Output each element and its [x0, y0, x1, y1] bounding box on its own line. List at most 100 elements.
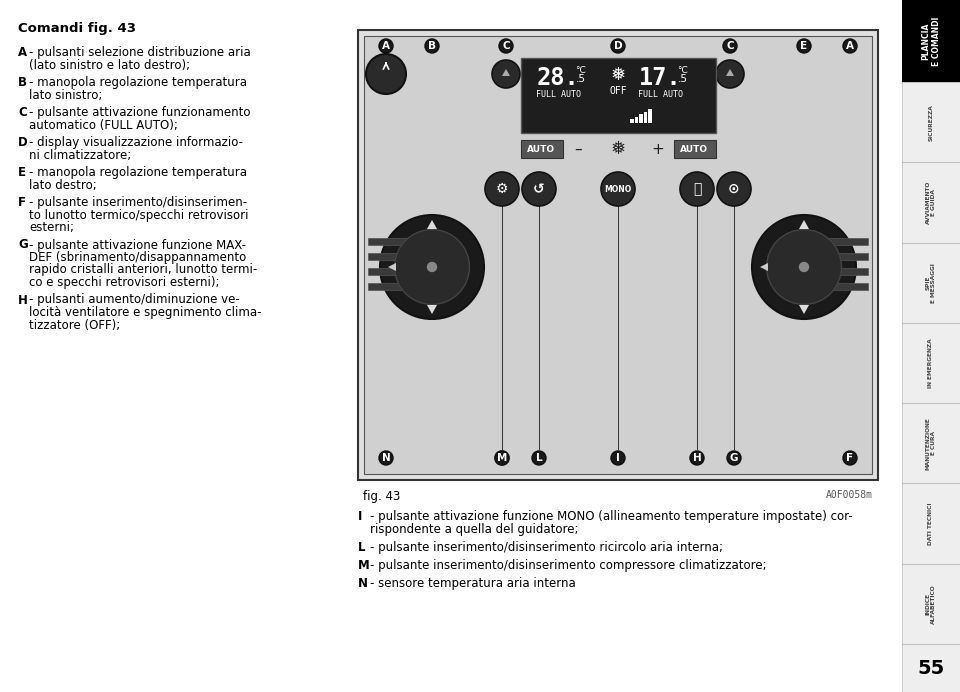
Text: .5: .5	[575, 74, 586, 84]
Circle shape	[766, 230, 841, 304]
Text: IN EMERGENZA: IN EMERGENZA	[928, 338, 933, 388]
Text: ⚙: ⚙	[495, 182, 508, 196]
Text: - pulsante attivazione funzione MONO (allineamento temperature impostate) cor-: - pulsante attivazione funzione MONO (al…	[370, 510, 852, 523]
Text: - pulsante attivazione funzione MAX-: - pulsante attivazione funzione MAX-	[29, 239, 246, 251]
Polygon shape	[427, 305, 437, 314]
Bar	[368, 268, 423, 275]
Text: E: E	[18, 166, 26, 179]
Text: lato destro;: lato destro;	[29, 179, 97, 192]
Text: - manopola regolazione temperatura: - manopola regolazione temperatura	[29, 166, 247, 179]
Text: MANUTENZIONE
E CURA: MANUTENZIONE E CURA	[925, 417, 936, 470]
Text: H: H	[18, 293, 28, 307]
Text: 28.: 28.	[538, 66, 580, 90]
Text: A0F0058m: A0F0058m	[826, 490, 873, 500]
Text: °C: °C	[678, 66, 688, 75]
Circle shape	[716, 60, 744, 88]
Text: F: F	[847, 453, 853, 463]
Text: C: C	[726, 41, 733, 51]
Text: PLANCIA
E COMANDI: PLANCIA E COMANDI	[922, 17, 941, 66]
Text: lato sinistro;: lato sinistro;	[29, 89, 103, 102]
Bar	[364, 36, 872, 474]
Text: - pulsanti selezione distribuzione aria: - pulsanti selezione distribuzione aria	[29, 46, 251, 59]
Circle shape	[717, 172, 751, 206]
Text: SICUREZZA: SICUREZZA	[928, 104, 933, 140]
Polygon shape	[799, 305, 809, 314]
Polygon shape	[726, 69, 734, 76]
Text: M: M	[358, 559, 370, 572]
Text: ⊙: ⊙	[729, 182, 740, 196]
Circle shape	[752, 215, 856, 319]
Text: tizzatore (OFF);: tizzatore (OFF);	[29, 318, 120, 331]
Circle shape	[427, 262, 437, 272]
Text: ❅: ❅	[611, 140, 626, 158]
Text: esterni;: esterni;	[29, 221, 74, 234]
Text: - sensore temperatura aria interna: - sensore temperatura aria interna	[370, 577, 576, 590]
Text: N: N	[358, 577, 368, 590]
Polygon shape	[799, 220, 809, 229]
Text: INDICE
ALFABETICO: INDICE ALFABETICO	[925, 584, 936, 623]
Text: - pulsante attivazione funzionamento: - pulsante attivazione funzionamento	[29, 106, 251, 119]
Text: co e specchi retrovisori esterni);: co e specchi retrovisori esterni);	[29, 276, 220, 289]
Text: Comandi fig. 43: Comandi fig. 43	[18, 22, 136, 35]
Text: SPIE
E MESSAGGI: SPIE E MESSAGGI	[925, 263, 936, 302]
Bar	[643, 111, 647, 123]
Text: ni climatizzatore;: ni climatizzatore;	[29, 149, 132, 161]
Bar	[630, 119, 634, 123]
Text: - pulsanti aumento/diminuzione ve-: - pulsanti aumento/diminuzione ve-	[29, 293, 240, 307]
Text: E: E	[801, 41, 807, 51]
Text: G: G	[730, 453, 738, 463]
Text: .5: .5	[678, 74, 687, 84]
Text: °C: °C	[575, 66, 587, 75]
Text: DEF (sbrinamento/disappannamento: DEF (sbrinamento/disappannamento	[29, 251, 247, 264]
Bar	[813, 283, 868, 290]
Text: 55: 55	[918, 659, 945, 677]
Circle shape	[492, 60, 520, 88]
Bar	[368, 283, 423, 290]
Bar	[813, 268, 868, 275]
Bar	[520, 140, 563, 158]
Text: - display visualizzazione informazio-: - display visualizzazione informazio-	[29, 136, 243, 149]
Bar	[520, 58, 715, 133]
Text: automatico (FULL AUTO);: automatico (FULL AUTO);	[29, 118, 178, 131]
Text: C: C	[502, 41, 510, 51]
Text: (lato sinistro e lato destro);: (lato sinistro e lato destro);	[29, 59, 190, 71]
Bar	[368, 238, 423, 245]
Text: B: B	[18, 76, 27, 89]
Bar	[648, 109, 652, 123]
Polygon shape	[427, 220, 437, 229]
Bar	[813, 238, 868, 245]
Text: to lunotto termico/specchi retrovisori: to lunotto termico/specchi retrovisori	[29, 208, 249, 221]
Polygon shape	[502, 69, 510, 76]
Text: FULL AUTO: FULL AUTO	[638, 90, 683, 99]
Bar	[358, 30, 878, 480]
Text: rapido cristalli anteriori, lunotto termi-: rapido cristalli anteriori, lunotto term…	[29, 264, 257, 277]
Bar	[902, 0, 960, 82]
Text: fig. 43: fig. 43	[363, 490, 400, 503]
Text: ❅: ❅	[611, 66, 626, 84]
Circle shape	[522, 172, 556, 206]
Circle shape	[485, 172, 519, 206]
Polygon shape	[388, 263, 396, 271]
Text: L: L	[358, 541, 366, 554]
Text: I: I	[616, 453, 620, 463]
Text: D: D	[18, 136, 28, 149]
Circle shape	[366, 54, 406, 94]
Text: AUTO: AUTO	[681, 145, 708, 154]
Text: F: F	[18, 196, 26, 209]
Text: - pulsante inserimento/disinserimen-: - pulsante inserimento/disinserimen-	[29, 196, 247, 209]
Text: H: H	[692, 453, 702, 463]
Text: DATI TECNICI: DATI TECNICI	[928, 502, 933, 545]
Circle shape	[680, 172, 714, 206]
Text: C: C	[18, 106, 27, 119]
Circle shape	[395, 230, 469, 304]
Text: L: L	[536, 453, 542, 463]
Circle shape	[380, 215, 484, 319]
Text: –: –	[575, 141, 583, 156]
Text: locità ventilatore e spegnimento clima-: locità ventilatore e spegnimento clima-	[29, 306, 261, 319]
Text: AVVIAMENTO
E GUIDA: AVVIAMENTO E GUIDA	[925, 181, 936, 224]
Text: - manopola regolazione temperatura: - manopola regolazione temperatura	[29, 76, 247, 89]
Text: FULL AUTO: FULL AUTO	[536, 90, 581, 99]
Bar	[674, 140, 715, 158]
Text: rispondente a quella del guidatore;: rispondente a quella del guidatore;	[370, 523, 579, 536]
Bar	[635, 116, 638, 123]
